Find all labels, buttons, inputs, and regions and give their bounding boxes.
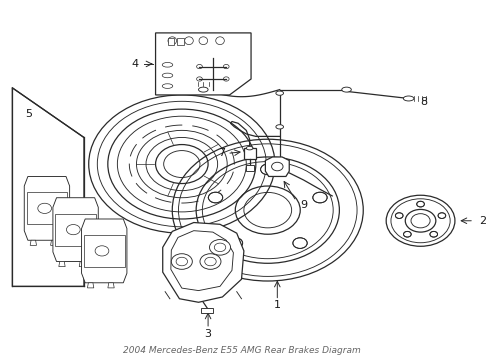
Text: 7: 7 (217, 148, 224, 158)
Circle shape (312, 192, 326, 203)
Ellipse shape (275, 158, 283, 163)
Bar (167, 38, 174, 45)
Circle shape (292, 238, 306, 248)
Polygon shape (30, 240, 37, 246)
Circle shape (429, 231, 437, 237)
Circle shape (208, 192, 222, 203)
Polygon shape (265, 157, 289, 176)
Circle shape (260, 164, 274, 175)
Polygon shape (163, 222, 244, 302)
Text: 8: 8 (420, 97, 427, 107)
Ellipse shape (341, 87, 350, 92)
Circle shape (395, 213, 402, 219)
Text: 9: 9 (300, 200, 306, 210)
Circle shape (172, 139, 363, 281)
Text: 5: 5 (25, 109, 33, 120)
Polygon shape (81, 219, 127, 283)
Polygon shape (108, 283, 114, 288)
Polygon shape (87, 283, 94, 288)
Circle shape (437, 213, 445, 219)
Circle shape (416, 201, 424, 207)
Ellipse shape (162, 63, 172, 67)
Ellipse shape (275, 125, 283, 129)
Circle shape (403, 231, 410, 237)
Bar (201, 307, 212, 313)
Ellipse shape (162, 84, 172, 88)
Ellipse shape (184, 37, 193, 45)
Ellipse shape (215, 37, 224, 45)
Bar (177, 38, 183, 45)
Polygon shape (24, 176, 69, 240)
Text: 4: 4 (131, 59, 139, 69)
Text: 3: 3 (204, 329, 211, 339)
Bar (244, 148, 255, 159)
Ellipse shape (246, 146, 252, 150)
Polygon shape (50, 240, 57, 246)
Bar (245, 165, 254, 171)
Polygon shape (12, 88, 84, 286)
Text: 1: 1 (273, 300, 280, 310)
Circle shape (386, 195, 454, 246)
Polygon shape (79, 261, 85, 267)
Circle shape (200, 254, 221, 269)
Ellipse shape (168, 37, 176, 45)
Polygon shape (53, 198, 98, 261)
Circle shape (88, 95, 274, 233)
Ellipse shape (403, 96, 413, 101)
Text: 2: 2 (478, 216, 485, 226)
Ellipse shape (162, 73, 172, 78)
Circle shape (171, 254, 192, 269)
Text: 6: 6 (230, 254, 237, 264)
Polygon shape (155, 33, 250, 95)
Text: 2004 Mercedes-Benz E55 AMG Rear Brakes Diagram: 2004 Mercedes-Benz E55 AMG Rear Brakes D… (122, 346, 360, 355)
Ellipse shape (275, 91, 283, 95)
Circle shape (209, 239, 230, 255)
Ellipse shape (198, 87, 208, 92)
Ellipse shape (199, 37, 207, 45)
Polygon shape (59, 261, 65, 267)
Circle shape (228, 238, 242, 248)
